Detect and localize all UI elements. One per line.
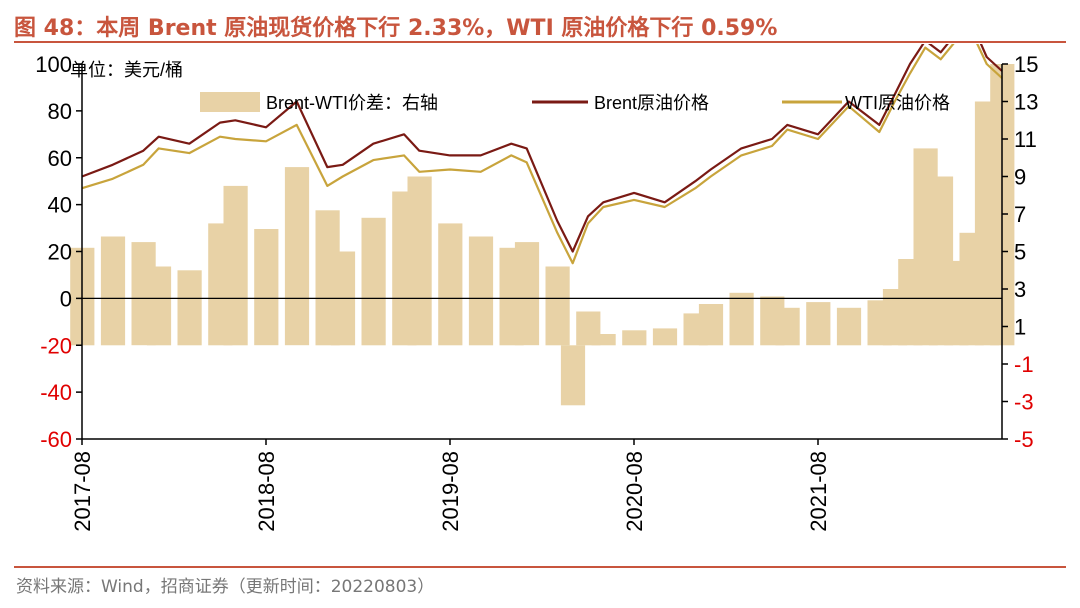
right-tick-label: 1 [1014,315,1026,340]
x-tick-label: 2018-08 [254,451,279,532]
right-tick-label: -1 [1014,352,1034,377]
spread-bar [146,266,172,346]
right-tick-label: -5 [1014,427,1034,452]
left-tick-label: 20 [48,240,72,265]
x-tick-label: 2020-08 [622,451,647,532]
x-tick-label: 2019-08 [438,451,463,532]
spread-bar [729,292,754,346]
spread-bar [698,304,724,346]
spread-bar [223,185,248,346]
legend-label-brent: Brent原油价格 [594,93,709,113]
spread-bar [806,302,831,346]
spread-bar [545,266,570,346]
axes: 100 80 60 40 20 0 -20 -40 -60 15 13 11 9 7 5 3 1 -1 -3 -5 20… [35,52,1038,532]
x-tick-label: 2017-08 [70,451,95,532]
right-tick-label: 5 [1014,240,1026,265]
spread-bar [177,270,202,346]
left-tick-label: -40 [40,380,72,405]
legend-label-spread: Brent-WTI价差：右轴 [266,93,438,113]
right-tick-label: 11 [1014,127,1037,152]
right-tick-label: 7 [1014,202,1026,227]
spread-bars [70,64,1015,406]
legend-label-wti: WTI原油价格 [845,93,950,113]
unit-label: 单位：美元/桶 [70,60,183,80]
wti-line [81,44,1003,265]
spread-bar [361,217,386,346]
source-note: 资料来源：Wind，招商证券（更新时间：20220803） [16,577,435,597]
spread-bar [652,328,678,346]
right-tick-label: 3 [1014,277,1026,302]
spread-bar [775,307,800,346]
left-tick-label: -60 [40,427,72,452]
right-tick-label: 9 [1014,165,1026,190]
legend-swatch-spread [200,92,260,112]
right-tick-label: 13 [1014,90,1038,115]
spread-bar [836,307,862,346]
right-tick-label: -3 [1014,390,1034,415]
spread-bar [254,229,279,346]
spread-bar [622,330,647,346]
source-rule [14,566,1066,568]
price-lines [81,44,1003,265]
spread-bar [284,167,310,346]
spread-bar [560,345,586,406]
spread-bar [591,334,616,346]
left-tick-label: 0 [60,286,72,311]
spread-bar [468,236,494,346]
figure-title: 图 48：本周 Brent 原油现货价格下行 2.33%，WTI 原油价格下行 … [14,16,778,41]
legend: Brent-WTI价差：右轴 Brent原油价格 WTI原油价格 [200,92,950,113]
brent-line [81,44,1003,253]
title-rule [14,41,1066,43]
spread-bar [514,242,540,346]
chart-area: 100 80 60 40 20 0 -20 -40 -60 15 13 11 9 7 5 3 1 -1 -3 -5 20… [35,44,1038,532]
left-tick-label: 100 [35,52,72,77]
right-tick-label: 15 [1014,52,1038,77]
spread-bar [100,236,126,346]
spread-bar [407,176,432,346]
left-tick-label: 60 [48,146,72,171]
left-tick-label: 40 [48,193,72,218]
x-tick-label: 2021-08 [806,451,831,532]
left-tick-label: 80 [48,99,72,124]
spread-bar [438,223,463,346]
left-tick-label: -20 [40,333,72,358]
